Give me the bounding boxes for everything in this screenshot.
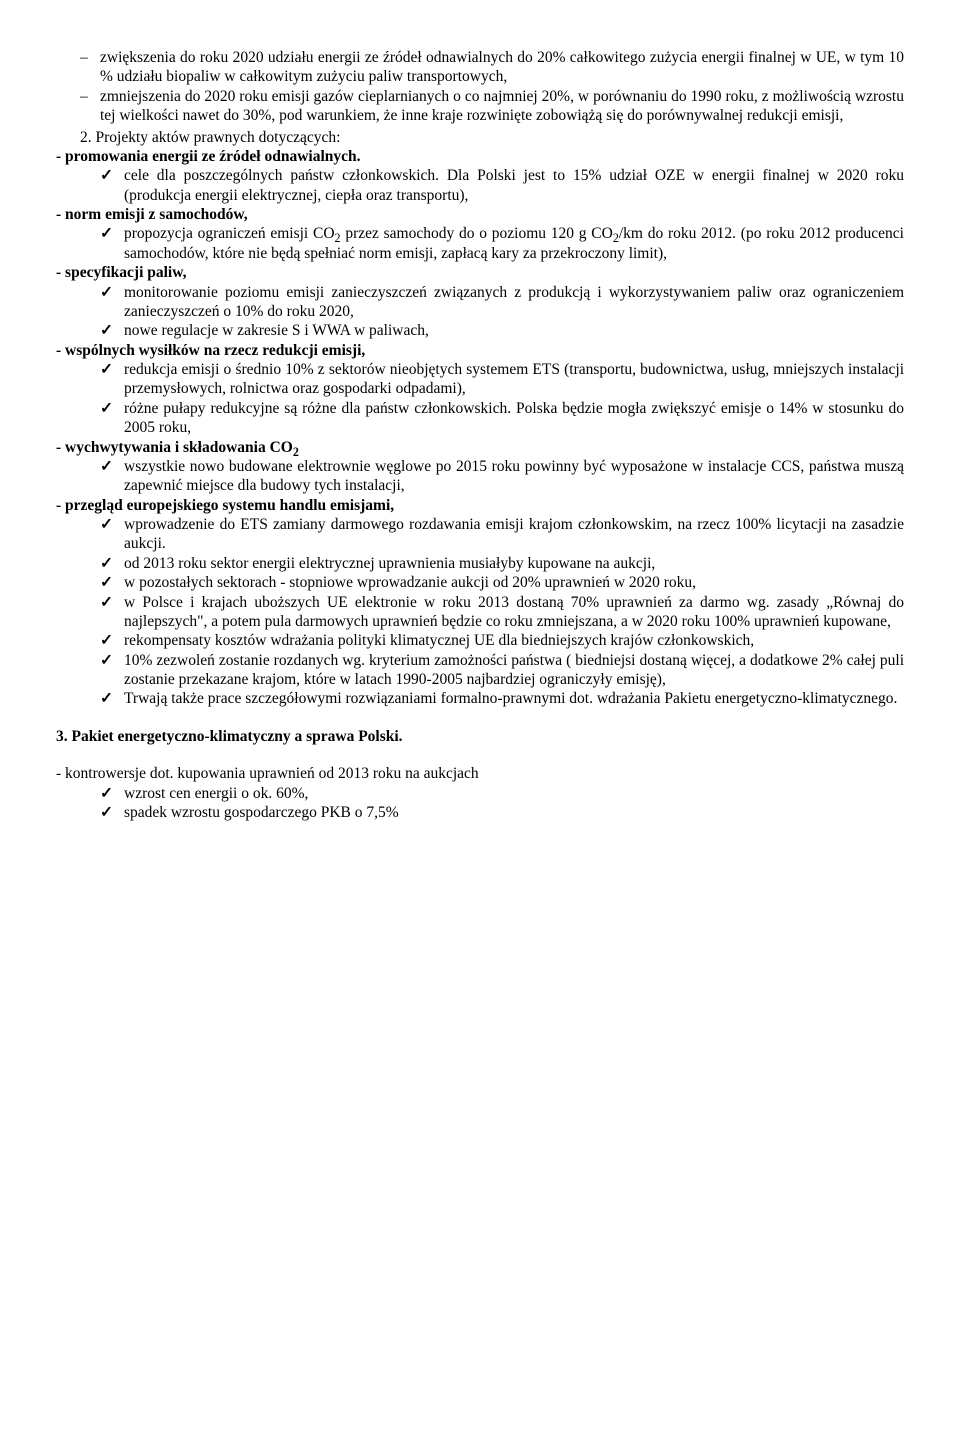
section-heading: - wychwytywania i składowania CO2 bbox=[56, 438, 904, 457]
dash-item: zwiększenia do roku 2020 udziału energii… bbox=[56, 48, 904, 87]
section-block: - wspólnych wysiłków na rzecz redukcji e… bbox=[56, 341, 904, 438]
section-block: - specyfikacji paliw, monitorowanie pozi… bbox=[56, 263, 904, 341]
check-item: wszystkie nowo budowane elektrownie węgl… bbox=[56, 457, 904, 496]
check-item: różne pułapy redukcyjne są różne dla pań… bbox=[56, 399, 904, 438]
check-list: propozycja ograniczeń emisji CO2 przez s… bbox=[56, 224, 904, 263]
section-heading: - promowania energii ze źródeł odnawialn… bbox=[56, 147, 904, 166]
section-heading: - specyfikacji paliw, bbox=[56, 263, 904, 282]
dash-item: zmniejszenia do 2020 roku emisji gazów c… bbox=[56, 87, 904, 126]
check-list: cele dla poszczególnych państw członkows… bbox=[56, 166, 904, 205]
check-list: monitorowanie poziomu emisji zanieczyszc… bbox=[56, 283, 904, 341]
check-item: od 2013 roku sektor energii elektrycznej… bbox=[56, 554, 904, 573]
section-3-title: 3. Pakiet energetyczno-klimatyczny a spr… bbox=[56, 727, 904, 746]
check-item: w pozostałych sektorach - stopniowe wpro… bbox=[56, 573, 904, 592]
check-list: redukcja emisji o średnio 10% z sektorów… bbox=[56, 360, 904, 438]
check-list: wprowadzenie do ETS zamiany darmowego ro… bbox=[56, 515, 904, 709]
check-item: w Polsce i krajach uboższych UE elektron… bbox=[56, 593, 904, 632]
check-item: propozycja ograniczeń emisji CO2 przez s… bbox=[56, 224, 904, 263]
section-block: - przegląd europejskiego systemu handlu … bbox=[56, 496, 904, 709]
check-item: monitorowanie poziomu emisji zanieczyszc… bbox=[56, 283, 904, 322]
check-item: Trwają także prace szczegółowymi rozwiąz… bbox=[56, 689, 904, 708]
numbered-item: 2. Projekty aktów prawnych dotyczących: bbox=[56, 128, 904, 147]
section-block: - promowania energii ze źródeł odnawialn… bbox=[56, 147, 904, 205]
section-block: - norm emisji z samochodów, propozycja o… bbox=[56, 205, 904, 263]
footer-line: - kontrowersje dot. kupowania uprawnień … bbox=[56, 764, 904, 783]
check-item: 10% zezwoleń zostanie rozdanych wg. kryt… bbox=[56, 651, 904, 690]
check-item: wprowadzenie do ETS zamiany darmowego ro… bbox=[56, 515, 904, 554]
footer-check-list: wzrost cen energii o ok. 60%, spadek wzr… bbox=[56, 784, 904, 823]
check-item: rekompensaty kosztów wdrażania polityki … bbox=[56, 631, 904, 650]
section-heading: - przegląd europejskiego systemu handlu … bbox=[56, 496, 904, 515]
section-heading: - wspólnych wysiłków na rzecz redukcji e… bbox=[56, 341, 904, 360]
check-item: nowe regulacje w zakresie S i WWA w pali… bbox=[56, 321, 904, 340]
check-list: wszystkie nowo budowane elektrownie węgl… bbox=[56, 457, 904, 496]
dash-list: zwiększenia do roku 2020 udziału energii… bbox=[56, 48, 904, 126]
section-block: - wychwytywania i składowania CO2 wszyst… bbox=[56, 438, 904, 496]
check-item: redukcja emisji o średnio 10% z sektorów… bbox=[56, 360, 904, 399]
check-item: wzrost cen energii o ok. 60%, bbox=[56, 784, 904, 803]
section-heading: - norm emisji z samochodów, bbox=[56, 205, 904, 224]
check-item: cele dla poszczególnych państw członkows… bbox=[56, 166, 904, 205]
check-item: spadek wzrostu gospodarczego PKB o 7,5% bbox=[56, 803, 904, 822]
